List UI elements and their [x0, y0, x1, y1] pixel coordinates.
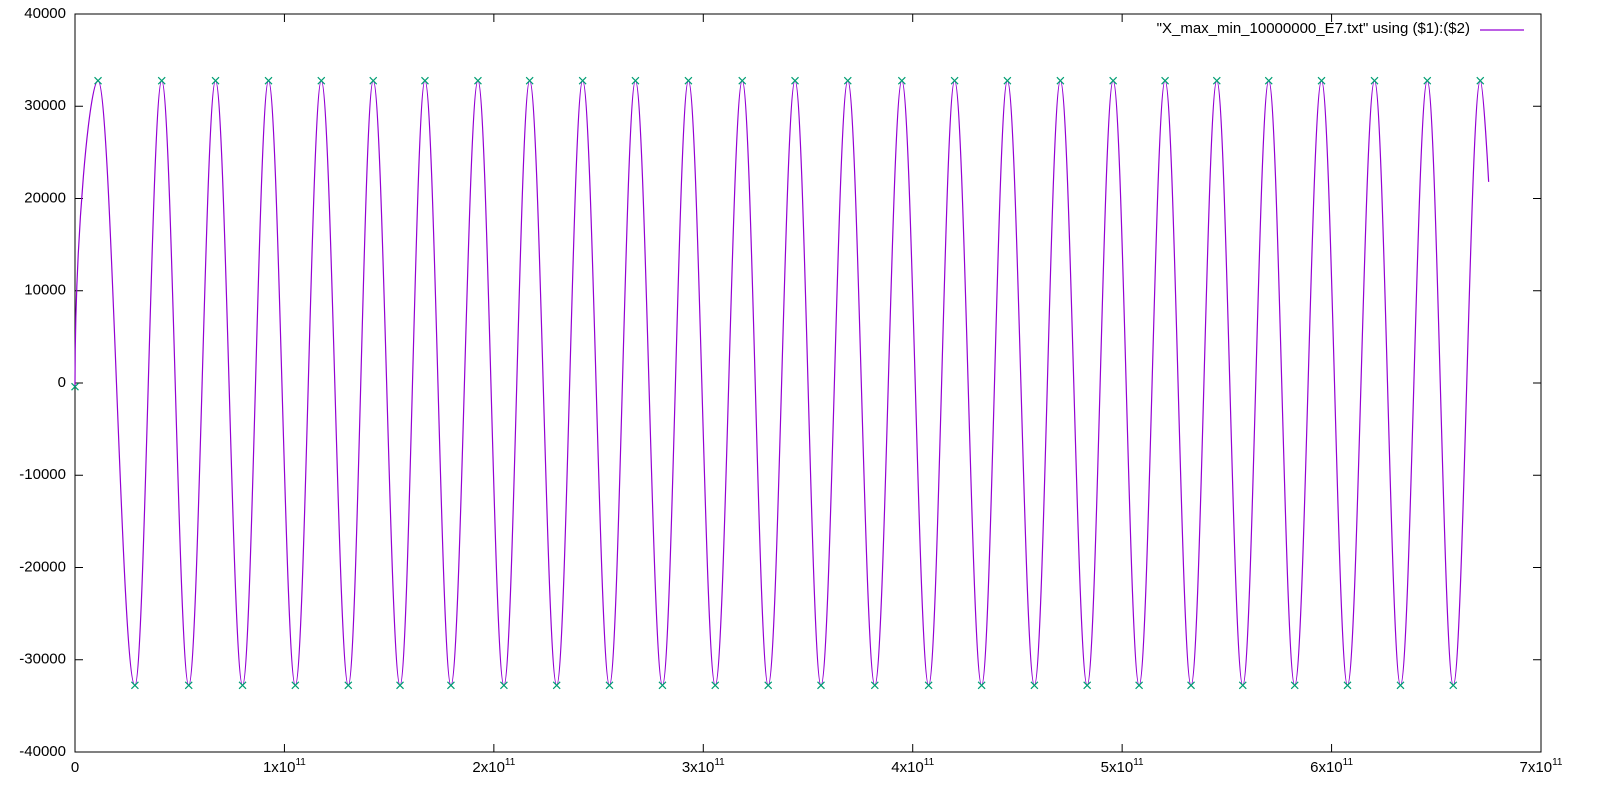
point-marker [1317, 76, 1326, 85]
x-tick-label: 6x1011 [1310, 757, 1353, 776]
point-marker [211, 76, 220, 85]
point-marker [525, 76, 534, 85]
x-tick-label-base: 5x10 [1101, 759, 1134, 776]
point-marker [1212, 76, 1221, 85]
point-marker [499, 681, 508, 690]
point-marker [474, 76, 482, 85]
point-marker [1056, 76, 1065, 85]
x-tick-label: 4x1011 [891, 757, 934, 776]
point-marker [1187, 681, 1195, 690]
point-marker [1238, 681, 1247, 690]
y-tick-label: -10000 [19, 466, 66, 483]
x-tick-label-exponent: 11 [1343, 757, 1354, 768]
y-tick-label: -30000 [19, 651, 66, 668]
point-marker [711, 681, 720, 690]
legend-label: "X_max_min_10000000_E7.txt" using ($1):(… [1157, 20, 1470, 37]
point-marker [291, 681, 300, 690]
point-marker [631, 76, 640, 85]
y-tick-label: -20000 [19, 558, 66, 575]
point-marker [1370, 76, 1379, 85]
point-marker [870, 681, 879, 690]
y-tick-label: 10000 [24, 282, 66, 299]
x-tick-label: 1x1011 [263, 757, 306, 776]
x-tick-label-exponent: 11 [714, 757, 725, 768]
x-tick-label-base: 3x10 [682, 759, 715, 776]
point-marker [764, 681, 773, 690]
x-tick-label: 2x1011 [472, 757, 515, 776]
point-marker [238, 681, 247, 690]
point-marker [94, 76, 102, 85]
x-tick-label-exponent: 11 [505, 757, 516, 768]
x-tick-label-exponent: 11 [1552, 757, 1563, 768]
point-marker [71, 382, 79, 391]
x-tick-label: 5x1011 [1101, 757, 1144, 776]
point-marker [1003, 76, 1012, 85]
x-tick-label: 3x1011 [682, 757, 725, 776]
point-marker [1083, 681, 1092, 690]
x-tick-label: 0 [71, 759, 79, 776]
point-marker [446, 681, 455, 690]
y-tick-label: 30000 [24, 97, 66, 114]
point-marker [1449, 681, 1458, 690]
point-marker [1343, 681, 1352, 690]
x-tick-label-exponent: 11 [924, 757, 935, 768]
point-marker [344, 681, 353, 690]
point-marker [1264, 76, 1273, 85]
point-marker [157, 76, 166, 85]
x-tick-label-base: 1x10 [263, 759, 296, 776]
x-tick-label-base: 7x10 [1520, 759, 1553, 776]
point-marker [578, 76, 587, 85]
x-tick-label-exponent: 11 [1133, 757, 1144, 768]
point-marker [1476, 76, 1485, 85]
point-marker [369, 76, 378, 85]
point-marker [738, 76, 747, 85]
point-marker [396, 681, 404, 690]
y-tick-label: 0 [58, 374, 66, 391]
x-tick-label-base: 6x10 [1310, 759, 1343, 776]
point-marker [658, 681, 667, 690]
point-marker [684, 76, 693, 85]
point-marker [1161, 76, 1170, 85]
point-marker [977, 681, 986, 690]
x-tick-label: 7x1011 [1520, 757, 1563, 776]
x-tick-label-base: 4x10 [891, 759, 924, 776]
point-marker [924, 681, 933, 690]
point-marker [1423, 76, 1432, 85]
point-marker [605, 681, 614, 690]
point-marker [552, 681, 561, 690]
point-marker [1109, 76, 1118, 85]
point-marker [1135, 681, 1144, 690]
point-marker [1396, 681, 1405, 690]
point-marker [184, 681, 193, 690]
point-marker [817, 681, 825, 690]
y-tick-label: 20000 [24, 189, 66, 206]
y-tick-label: -40000 [19, 743, 66, 760]
x-tick-label-exponent: 11 [295, 757, 306, 768]
point-marker [950, 76, 959, 85]
point-marker [791, 76, 799, 85]
point-marker [1290, 681, 1299, 690]
point-marker [264, 76, 273, 85]
y-tick-label: 40000 [24, 5, 66, 22]
data-line [74, 80, 1490, 686]
point-marker [130, 681, 139, 690]
point-marker [421, 76, 429, 85]
point-marker [897, 76, 906, 85]
x-tick-label-base: 2x10 [472, 759, 505, 776]
point-marker [317, 76, 326, 85]
point-marker [1030, 681, 1039, 690]
point-marker [843, 76, 852, 85]
